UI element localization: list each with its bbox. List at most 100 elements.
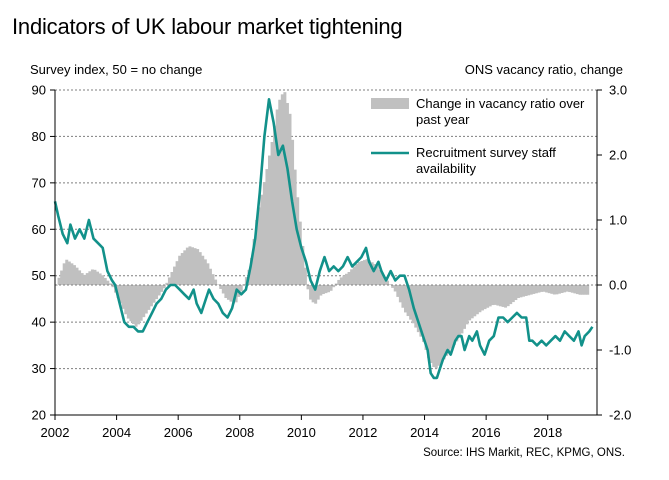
vacancy-bar [401,285,405,308]
vacancy-bar [162,285,166,289]
x-tick-label: 2016 [472,425,501,440]
legend-label-line: Recruitment survey staff availability [416,145,556,176]
x-tick-label: 2012 [348,425,377,440]
vacancy-bar [160,285,164,292]
right-tick-label: 1.0 [609,213,627,228]
vacancy-bar [257,207,261,285]
vacancy-bar [414,285,418,328]
vacancy-bar [301,246,305,285]
vacancy-bar [183,250,187,285]
vacancy-bar [283,92,287,286]
vacancy-bar [527,285,531,296]
vacancy-bar [175,261,179,285]
vacancy-bar [360,260,364,285]
vacancy-bar [149,285,153,307]
vacancy-bar [288,113,292,285]
vacancy-bar [473,285,477,317]
vacancy-bar [344,273,348,285]
vacancy-bar [370,262,374,285]
vacancy-bar [178,255,182,285]
vacancy-bar [429,285,433,363]
legend-swatch-bars [371,98,409,109]
vacancy-bar [465,285,469,325]
vacancy-bar [93,269,97,285]
vacancy-bar [455,285,459,342]
x-tick-label: 2018 [533,425,562,440]
vacancy-bar [432,285,436,368]
vacancy-bar [537,285,541,293]
vacancy-bar [532,285,536,294]
vacancy-bar [334,283,338,285]
vacancy-bar [396,285,400,297]
vacancy-bar [139,285,143,321]
left-tick-label: 60 [32,222,46,237]
vacancy-bar [550,285,554,294]
vacancy-bar [332,285,336,288]
vacancy-bar [124,285,128,315]
vacancy-bar [560,285,564,293]
vacancy-bar [493,285,497,305]
vacancy-bar [424,285,428,350]
vacancy-bar [509,285,513,305]
vacancy-bar [203,259,207,285]
vacancy-bar [498,285,502,307]
vacancy-bar [552,285,556,295]
vacancy-bar [522,285,526,297]
vacancy-bar [373,264,377,285]
vacancy-bar [378,269,382,285]
vacancy-bar [273,125,277,285]
vacancy-bar [229,285,233,302]
vacancy-bar [88,271,92,285]
vacancy-bar [60,270,64,285]
vacancy-bar [511,285,515,303]
right-axis: -2.0 -1.0 0.0 1.0 2.0 3.0 [596,83,631,423]
vacancy-bar [347,272,351,285]
vacancy-bar [180,253,184,285]
vacancy-bar [380,273,384,285]
left-tick-label: 80 [32,129,46,144]
left-axis: 20 30 40 50 60 70 80 90 [32,83,56,423]
vacancy-bar [309,285,313,300]
vacancy-bar [406,285,410,317]
vacancy-bar [488,285,492,307]
vacancy-bar [80,273,84,285]
vacancy-bar [134,285,138,327]
vacancy-bar [83,274,87,285]
vacancy-bar [324,285,328,294]
vacancy-bar [155,285,159,300]
right-tick-label: -1.0 [609,343,631,358]
vacancy-bar [319,285,323,296]
vacancy-bar [545,285,549,293]
vacancy-bar [434,285,438,369]
left-tick-label: 30 [32,361,46,376]
vacancy-bar [337,279,341,285]
vacancy-bar [285,103,289,285]
vacancy-bar [581,285,585,295]
vacancy-bar [540,285,543,292]
vacancy-bar [70,263,74,285]
vacancy-bar [565,285,569,292]
vacancy-bar [439,285,443,363]
chart-title: Indicators of UK labour market tightenin… [12,14,403,39]
vacancy-bar [62,263,66,285]
vacancy-bar [198,252,202,285]
vacancy-bar [165,282,169,285]
vacancy-bar [142,285,146,318]
vacancy-bar [445,285,449,356]
vacancy-bar [119,285,123,304]
vacancy-bar [98,273,102,285]
vacancy-bar [90,269,94,285]
vacancy-bar [460,285,464,334]
recruitment-line [53,98,594,380]
vacancy-bar [173,266,177,285]
vacancy-bar [96,271,100,285]
left-tick-label: 70 [32,175,46,190]
vacancy-bar [475,285,479,315]
vacancy-bar [221,285,225,294]
vacancy-bar [111,285,115,288]
vacancy-bar [157,285,161,296]
vacancy-bar [314,285,318,304]
vacancy-bar [296,197,300,285]
vacancy-bar [152,285,156,303]
vacancy-bar [185,247,189,285]
